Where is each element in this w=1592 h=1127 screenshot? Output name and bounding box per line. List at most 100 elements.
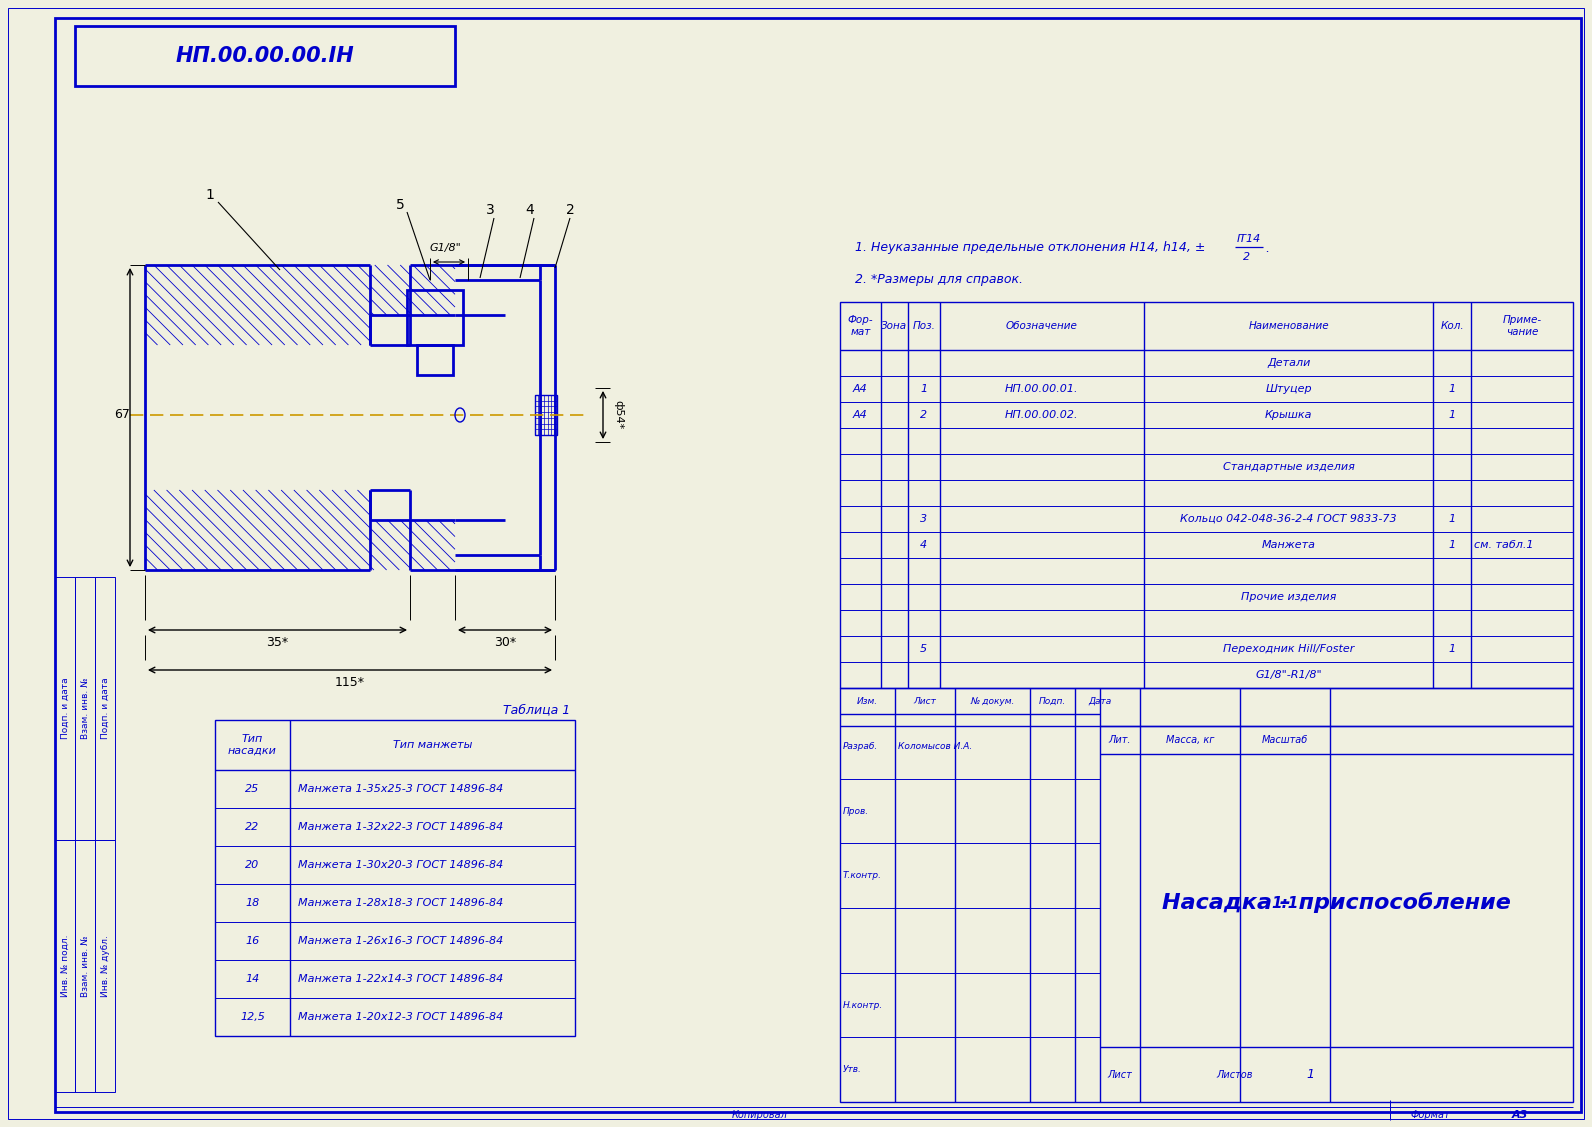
Text: Подп.: Подп. <box>1040 696 1067 706</box>
Text: Инв. № дубл.: Инв. № дубл. <box>100 935 110 997</box>
Text: Манжета 1-30х20-3 ГОСТ 14896-84: Манжета 1-30х20-3 ГОСТ 14896-84 <box>298 860 503 870</box>
Text: 16: 16 <box>245 937 259 946</box>
Bar <box>841 687 1573 1102</box>
Text: А3: А3 <box>1512 1110 1528 1120</box>
Text: 1:1: 1:1 <box>1272 896 1299 911</box>
Text: 12,5: 12,5 <box>240 1012 264 1022</box>
Text: Листов: Листов <box>1216 1070 1253 1080</box>
Text: Лит.: Лит. <box>1108 735 1132 745</box>
Text: 3: 3 <box>920 514 927 524</box>
Bar <box>75 577 96 840</box>
Bar <box>417 345 454 375</box>
Text: Утв.: Утв. <box>844 1065 861 1074</box>
Text: НП.00.00.00.ІН: НП.00.00.00.ІН <box>175 46 355 66</box>
Text: 2: 2 <box>1243 252 1250 261</box>
Text: 115*: 115* <box>334 675 365 689</box>
Text: 1: 1 <box>1449 514 1455 524</box>
Text: Прочие изделия: Прочие изделия <box>1240 592 1336 602</box>
Text: А4: А4 <box>853 384 868 394</box>
Text: Манжета 1-20х12-3 ГОСТ 14896-84: Манжета 1-20х12-3 ГОСТ 14896-84 <box>298 1012 503 1022</box>
Text: Взам. инв. №: Взам. инв. № <box>81 677 89 739</box>
Text: Детали: Детали <box>1267 358 1310 369</box>
Text: Таблица 1: Таблица 1 <box>503 703 570 717</box>
Text: Обозначение: Обозначение <box>1006 321 1078 331</box>
Text: Фор-
мат: Фор- мат <box>847 316 872 337</box>
Text: Взам. инв. №: Взам. инв. № <box>81 935 89 996</box>
Text: Манжета 1-28х18-3 ГОСТ 14896-84: Манжета 1-28х18-3 ГОСТ 14896-84 <box>298 898 503 908</box>
Text: НП.00.00.02.: НП.00.00.02. <box>1005 410 1078 420</box>
Text: 14: 14 <box>245 974 259 984</box>
Text: Лист: Лист <box>1108 1070 1132 1080</box>
Text: Зона: Зона <box>880 321 907 331</box>
Text: Поз.: Поз. <box>912 321 935 331</box>
Text: Приме-
чание: Приме- чание <box>1503 316 1541 337</box>
Text: G1/8"-R1/8": G1/8"-R1/8" <box>1254 669 1321 680</box>
Text: Кол.: Кол. <box>1441 321 1465 331</box>
Bar <box>75 840 96 1092</box>
Text: .: . <box>1266 241 1269 255</box>
Text: Манжета: Манжета <box>1261 540 1315 550</box>
Text: 3: 3 <box>486 203 495 218</box>
Text: Коломысов И.А.: Коломысов И.А. <box>898 742 973 751</box>
Bar <box>56 577 75 840</box>
Text: 1: 1 <box>920 384 927 394</box>
Text: Насадка – приспособление: Насадка – приспособление <box>1162 893 1511 914</box>
Text: А4: А4 <box>853 410 868 420</box>
Text: G1/8": G1/8" <box>430 243 460 252</box>
Text: Подп. и дата: Подп. и дата <box>100 677 110 739</box>
Text: Изм.: Изм. <box>856 696 879 706</box>
Text: 1: 1 <box>1449 644 1455 654</box>
Text: 30*: 30* <box>494 636 516 648</box>
Bar <box>535 394 557 435</box>
Text: Инв. № подл.: Инв. № подл. <box>60 934 70 997</box>
Text: 20: 20 <box>245 860 259 870</box>
Bar <box>75 26 455 86</box>
Text: 2. *Размеры для справок.: 2. *Размеры для справок. <box>855 274 1024 286</box>
Bar <box>56 840 75 1092</box>
Text: Стандартные изделия: Стандартные изделия <box>1223 462 1355 472</box>
Text: 67: 67 <box>115 408 131 421</box>
Text: 4: 4 <box>920 540 927 550</box>
Text: 1: 1 <box>1305 1068 1313 1081</box>
Text: Тип манжеты: Тип манжеты <box>393 740 473 749</box>
Text: Тип
насадки: Тип насадки <box>228 734 277 756</box>
Text: Копировал: Копировал <box>732 1110 788 1120</box>
Text: Манжета 1-26х16-3 ГОСТ 14896-84: Манжета 1-26х16-3 ГОСТ 14896-84 <box>298 937 503 946</box>
Text: Крышка: Крышка <box>1266 410 1312 420</box>
Bar <box>408 290 463 345</box>
Text: Наименование: Наименование <box>1248 321 1329 331</box>
Text: 35*: 35* <box>266 636 288 648</box>
Text: Переходник Hill/Foster: Переходник Hill/Foster <box>1223 644 1355 654</box>
Bar <box>841 302 1573 687</box>
Text: НП.00.00.01.: НП.00.00.01. <box>1005 384 1078 394</box>
Text: Масса, кг: Масса, кг <box>1165 735 1215 745</box>
Text: 1: 1 <box>1449 410 1455 420</box>
Text: 5: 5 <box>920 644 927 654</box>
Text: 1: 1 <box>1449 540 1455 550</box>
Text: Формат: Формат <box>1411 1110 1450 1120</box>
Text: Дата: Дата <box>1089 696 1111 706</box>
Text: см. табл.1: см. табл.1 <box>1474 540 1533 550</box>
Text: Кольцо 042-048-36-2-4 ГОСТ 9833-73: Кольцо 042-048-36-2-4 ГОСТ 9833-73 <box>1180 514 1396 524</box>
Text: Т.контр.: Т.контр. <box>844 871 882 880</box>
Text: Пров.: Пров. <box>844 807 869 816</box>
Text: 18: 18 <box>245 898 259 908</box>
Text: Манжета 1-32х22-3 ГОСТ 14896-84: Манжета 1-32х22-3 ГОСТ 14896-84 <box>298 822 503 832</box>
Text: Лист: Лист <box>914 696 936 706</box>
Text: Разраб.: Разраб. <box>844 742 879 751</box>
Text: Масштаб: Масштаб <box>1262 735 1309 745</box>
Text: 2: 2 <box>565 203 575 218</box>
Bar <box>96 840 115 1092</box>
Text: Н.контр.: Н.контр. <box>844 1001 884 1010</box>
Text: 1. Неуказанные предельные отклонения Н14, h14, ±: 1. Неуказанные предельные отклонения Н14… <box>855 241 1205 255</box>
Text: Штуцер: Штуцер <box>1266 384 1312 394</box>
Text: Манжета 1-35х25-3 ГОСТ 14896-84: Манжета 1-35х25-3 ГОСТ 14896-84 <box>298 784 503 795</box>
Text: 2: 2 <box>920 410 927 420</box>
Text: 4: 4 <box>525 203 535 218</box>
Bar <box>215 720 575 1036</box>
Text: 25: 25 <box>245 784 259 795</box>
Text: Подп. и дата: Подп. и дата <box>60 677 70 739</box>
Text: Манжета 1-22х14-3 ГОСТ 14896-84: Манжета 1-22х14-3 ГОСТ 14896-84 <box>298 974 503 984</box>
Text: № докум.: № докум. <box>970 696 1014 706</box>
Bar <box>96 577 115 840</box>
